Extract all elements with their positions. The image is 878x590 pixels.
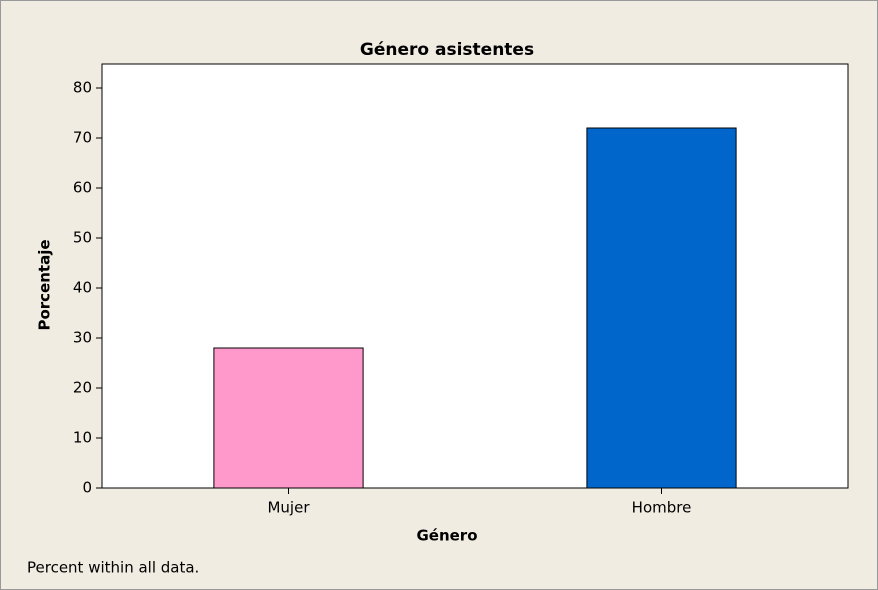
y-tick-label: 30 (73, 329, 92, 347)
y-tick-label: 60 (73, 179, 92, 197)
y-tick-label: 10 (73, 429, 92, 447)
bar (586, 127, 737, 489)
y-axis-label: Porcentaje (36, 239, 54, 330)
y-tick-label: 80 (73, 79, 92, 97)
y-tick-label: 0 (82, 479, 92, 497)
x-axis-label: Género (416, 527, 477, 545)
y-tick-label: 50 (73, 229, 92, 247)
footnote: Percent within all data. (27, 559, 199, 577)
chart-title: Género asistentes (360, 40, 534, 60)
y-tick-label: 20 (73, 379, 92, 397)
y-tick-label: 70 (73, 129, 92, 147)
x-tick-label: Hombre (632, 499, 692, 517)
y-tick-label: 40 (73, 279, 92, 297)
bar (213, 347, 364, 489)
x-tick-label: Mujer (267, 499, 310, 517)
